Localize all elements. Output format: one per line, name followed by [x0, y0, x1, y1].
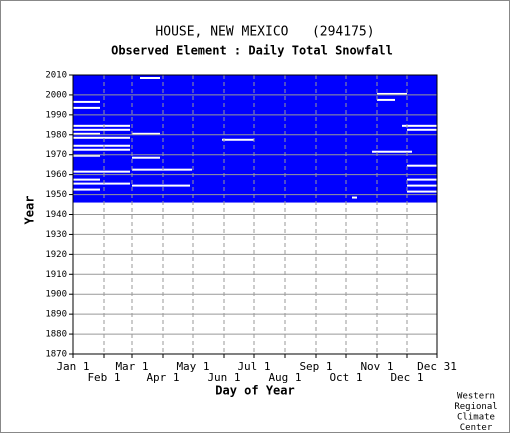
chart-subtitle: Observed Element : Daily Total Snowfall: [111, 44, 393, 58]
missing-gap: [73, 170, 130, 173]
y-tick-label: 1950: [45, 190, 67, 200]
missing-gap: [73, 124, 130, 127]
x-tick-label: Mar 1: [115, 360, 148, 373]
y-tick-label: 1880: [45, 330, 67, 340]
missing-gap: [73, 144, 130, 147]
missing-gap: [377, 98, 395, 101]
missing-gap: [132, 132, 160, 135]
x-axis-label: Day of Year: [215, 384, 294, 398]
missing-gap: [73, 100, 100, 103]
x-tick-label: Nov 1: [360, 360, 393, 373]
missing-gap: [407, 128, 437, 131]
x-tick-label: Oct 1: [329, 371, 362, 384]
x-tick-label: May 1: [176, 360, 209, 373]
missing-gap: [132, 168, 192, 171]
y-tick-label: 1870: [45, 350, 67, 360]
x-tick-label: Aug 1: [268, 371, 301, 384]
x-tick-label: Jan 1: [56, 360, 89, 373]
x-tick-label: Jun 1: [207, 371, 240, 384]
y-tick-label: 1930: [45, 230, 67, 240]
credit-line: Climate: [457, 413, 495, 423]
missing-gap: [73, 128, 130, 131]
missing-gap: [222, 138, 254, 141]
y-tick-label: 1890: [45, 310, 67, 320]
x-tick-label: Apr 1: [146, 371, 179, 384]
missing-gap: [377, 92, 407, 95]
y-tick-label: 1940: [45, 210, 67, 220]
credit-line: Regional: [454, 402, 497, 412]
x-tick-label: Feb 1: [87, 371, 120, 384]
missing-gap: [407, 190, 437, 193]
plot-border: [72, 74, 438, 355]
x-tick-label: Sep 1: [299, 360, 332, 373]
missing-gap: [73, 136, 130, 139]
missing-gap: [352, 196, 357, 199]
y-tick-label: 1920: [45, 250, 67, 260]
y-tick-label: 2000: [45, 90, 67, 100]
missing-gap: [73, 182, 130, 185]
y-tick-label: 1910: [45, 270, 67, 280]
y-tick-label: 1970: [45, 150, 67, 160]
x-tick-label: Jul 1: [237, 360, 270, 373]
data-coverage: [73, 75, 437, 203]
credit-line: Western: [457, 392, 495, 402]
y-axis-label: Year: [23, 196, 37, 225]
missing-gap: [73, 132, 100, 135]
y-tick-label: 1960: [45, 170, 67, 180]
y-tick-label: 1900: [45, 290, 67, 300]
missing-gap: [73, 178, 100, 181]
missing-gap: [132, 184, 190, 187]
missing-gap: [73, 188, 100, 191]
y-tick-label: 1980: [45, 130, 67, 140]
y-tick-label: 1990: [45, 110, 67, 120]
missing-gap: [407, 164, 437, 167]
missing-gap: [402, 124, 437, 127]
missing-gap: [73, 154, 100, 157]
missing-gap: [73, 148, 130, 151]
missing-gap: [132, 156, 160, 159]
missing-gap: [407, 178, 437, 181]
credit-line: Center: [460, 423, 493, 433]
missing-gap: [407, 184, 437, 187]
missing-gap: [140, 76, 160, 79]
x-tick-label: Dec 31: [417, 360, 457, 373]
x-tick-label: Dec 1: [390, 371, 423, 384]
chart-title: HOUSE, NEW MEXICO (294175): [155, 25, 374, 40]
y-tick-label: 2010: [45, 71, 67, 81]
missing-gap: [73, 106, 100, 109]
missing-gap: [372, 150, 412, 153]
